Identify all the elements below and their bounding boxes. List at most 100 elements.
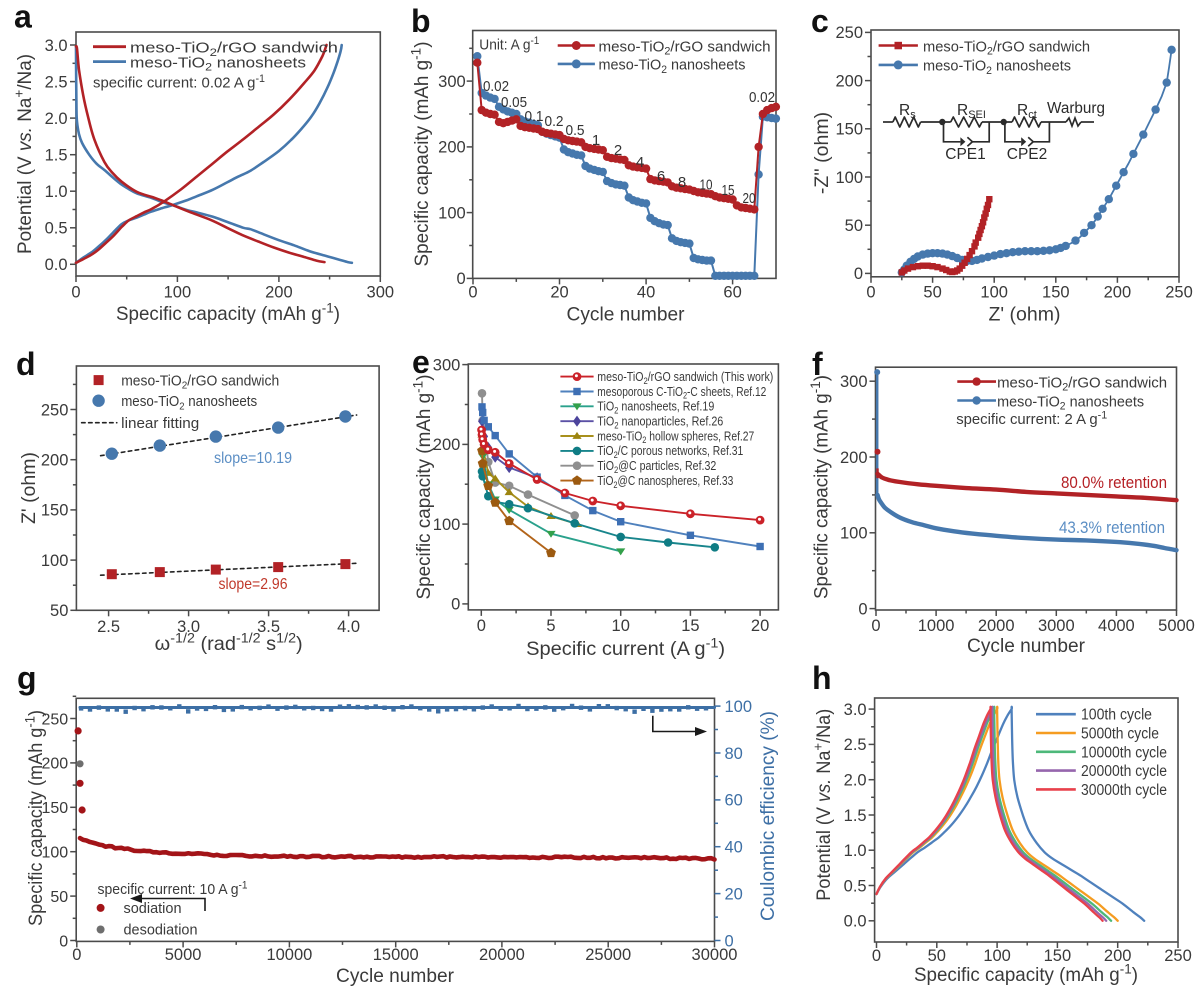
- svg-text:b: b: [411, 3, 431, 39]
- svg-text:meso-TiO2​ nanosheets: meso-TiO2​ nanosheets: [130, 54, 306, 73]
- svg-text:RSEI: RSEI: [957, 102, 986, 121]
- svg-text:0.0: 0.0: [45, 256, 68, 274]
- svg-text:Specific capacity (mAh g-1​): Specific capacity (mAh g-1​): [807, 375, 832, 599]
- svg-text:10: 10: [612, 617, 630, 635]
- svg-text:100: 100: [164, 284, 192, 302]
- svg-text:5000th cycle: 5000th cycle: [1081, 726, 1159, 743]
- svg-text:0: 0: [871, 617, 880, 635]
- svg-text:6: 6: [657, 168, 665, 185]
- svg-text:100: 100: [980, 284, 1008, 302]
- svg-text:300: 300: [367, 284, 395, 302]
- svg-text:TiO2​/C porous networks, Ref.3: TiO2​/C porous networks, Ref.31: [597, 443, 743, 460]
- svg-text:150: 150: [41, 502, 69, 520]
- svg-text:0: 0: [71, 284, 80, 302]
- svg-text:4: 4: [636, 154, 644, 171]
- svg-text:Specific capacity (mAh g-1​): Specific capacity (mAh g-1​): [116, 300, 340, 325]
- svg-text:1.5: 1.5: [844, 807, 867, 825]
- svg-text:200: 200: [265, 284, 293, 302]
- svg-text:Unit: A g-1​: Unit: A g-1​: [479, 35, 539, 54]
- svg-text:Cycle number: Cycle number: [567, 304, 685, 326]
- svg-text:0: 0: [72, 946, 81, 964]
- svg-text:20: 20: [743, 190, 756, 207]
- svg-text:ω-1/2​ (rad-1/2​ s1/2​): ω-1/2​ (rad-1/2​ s1/2​): [155, 630, 303, 655]
- svg-text:1.0: 1.0: [844, 842, 867, 860]
- svg-text:100: 100: [840, 525, 868, 543]
- svg-text:TiO2​ nanosheets, Ref.19: TiO2​ nanosheets, Ref.19: [597, 399, 714, 416]
- svg-text:specific current: 2 A g-1​: specific current: 2 A g-1​: [956, 409, 1107, 428]
- svg-text:250: 250: [835, 24, 863, 42]
- svg-text:100: 100: [433, 516, 461, 534]
- svg-text:Rct: Rct: [1017, 102, 1037, 121]
- svg-text:0: 0: [59, 933, 68, 950]
- svg-text:200: 200: [41, 756, 68, 773]
- svg-text:0.5: 0.5: [566, 122, 585, 139]
- svg-text:Specific capacity (mAh g-1​): Specific capacity (mAh g-1​): [914, 961, 1138, 986]
- svg-text:0: 0: [457, 270, 466, 288]
- svg-text:50: 50: [845, 217, 863, 235]
- svg-text:0.1: 0.1: [525, 108, 544, 125]
- svg-text:meso-TiO2​ nanosheets: meso-TiO2​ nanosheets: [997, 393, 1144, 412]
- svg-text:60: 60: [725, 792, 743, 810]
- svg-text:0.05: 0.05: [501, 94, 527, 111]
- svg-text:Warburg: Warburg: [1047, 100, 1105, 117]
- svg-text:150: 150: [1044, 947, 1072, 965]
- svg-text:2000: 2000: [978, 617, 1015, 635]
- svg-text:2: 2: [614, 142, 622, 159]
- svg-text:d: d: [16, 346, 36, 382]
- svg-text:150: 150: [1042, 284, 1070, 302]
- svg-text:0: 0: [858, 600, 867, 618]
- svg-text:200: 200: [1104, 947, 1132, 965]
- svg-text:300: 300: [433, 356, 461, 374]
- svg-text:Potential (V vs. Na+​/Na): Potential (V vs. Na+​/Na): [810, 709, 835, 901]
- svg-text:mesoporous C-TiO2​-C sheets, R: mesoporous C-TiO2​-C sheets, Ref.12: [597, 384, 766, 401]
- svg-text:80.0% retention: 80.0% retention: [1061, 474, 1167, 492]
- svg-text:25000: 25000: [585, 946, 631, 964]
- svg-text:meso-TiO2​/rGO sandwich: meso-TiO2​/rGO sandwich: [121, 374, 279, 392]
- svg-text:-Z'' (ohm): -Z'' (ohm): [811, 112, 833, 194]
- svg-text:slope=2.96: slope=2.96: [219, 576, 288, 593]
- svg-text:meso-TiO2​ hollow spheres, Ref: meso-TiO2​ hollow spheres, Ref.27: [597, 428, 754, 445]
- svg-text:50: 50: [923, 284, 941, 302]
- svg-text:10: 10: [700, 177, 713, 194]
- svg-text:200: 200: [1104, 284, 1132, 302]
- svg-text:h: h: [812, 660, 832, 696]
- svg-text:c: c: [811, 3, 829, 39]
- svg-text:50: 50: [50, 889, 68, 906]
- svg-text:100: 100: [835, 169, 863, 187]
- svg-text:2.5: 2.5: [97, 618, 120, 636]
- svg-text:10000th cycle: 10000th cycle: [1081, 744, 1167, 761]
- svg-text:0.5: 0.5: [844, 877, 867, 895]
- svg-text:2.5: 2.5: [45, 73, 68, 91]
- svg-text:0.02: 0.02: [483, 78, 509, 95]
- svg-text:20: 20: [751, 617, 769, 635]
- svg-text:Rs: Rs: [899, 102, 916, 121]
- svg-text:2.0: 2.0: [844, 772, 867, 790]
- svg-text:250: 250: [41, 401, 69, 419]
- svg-text:250: 250: [41, 711, 68, 728]
- svg-text:20000: 20000: [479, 946, 525, 964]
- svg-text:0: 0: [866, 284, 875, 302]
- svg-text:20000th cycle: 20000th cycle: [1081, 763, 1167, 780]
- svg-text:meso-TiO2​/rGO sandwich: meso-TiO2​/rGO sandwich: [130, 40, 338, 59]
- svg-text:4.0: 4.0: [337, 618, 360, 636]
- svg-text:0.5: 0.5: [45, 220, 68, 238]
- svg-text:TiO2​@C particles, Ref.32: TiO2​@C particles, Ref.32: [597, 458, 716, 475]
- svg-text:meso-TiO2​/rGO sandwich: meso-TiO2​/rGO sandwich: [997, 374, 1167, 393]
- svg-text:30000th cycle: 30000th cycle: [1081, 782, 1167, 799]
- svg-text:0: 0: [468, 284, 477, 302]
- svg-text:10000: 10000: [266, 946, 312, 964]
- svg-text:Specific capacity (mAh g-1​): Specific capacity (mAh g-1​): [408, 42, 433, 267]
- svg-text:250: 250: [1164, 947, 1192, 965]
- svg-text:50: 50: [50, 602, 68, 620]
- svg-text:0: 0: [477, 617, 486, 635]
- svg-text:0.0: 0.0: [844, 913, 867, 931]
- svg-text:4000: 4000: [1098, 617, 1135, 635]
- svg-text:sodiation: sodiation: [124, 900, 182, 917]
- svg-text:meso-TiO2​/rGO sandwich: meso-TiO2​/rGO sandwich: [923, 38, 1090, 57]
- svg-text:e: e: [412, 344, 430, 380]
- svg-text:Cycle number: Cycle number: [967, 635, 1085, 657]
- svg-text:3000: 3000: [1038, 617, 1075, 635]
- svg-text:150: 150: [41, 800, 68, 817]
- svg-text:Coulombic efficiency (%): Coulombic efficiency (%): [757, 711, 779, 921]
- svg-text:3.0: 3.0: [844, 701, 867, 719]
